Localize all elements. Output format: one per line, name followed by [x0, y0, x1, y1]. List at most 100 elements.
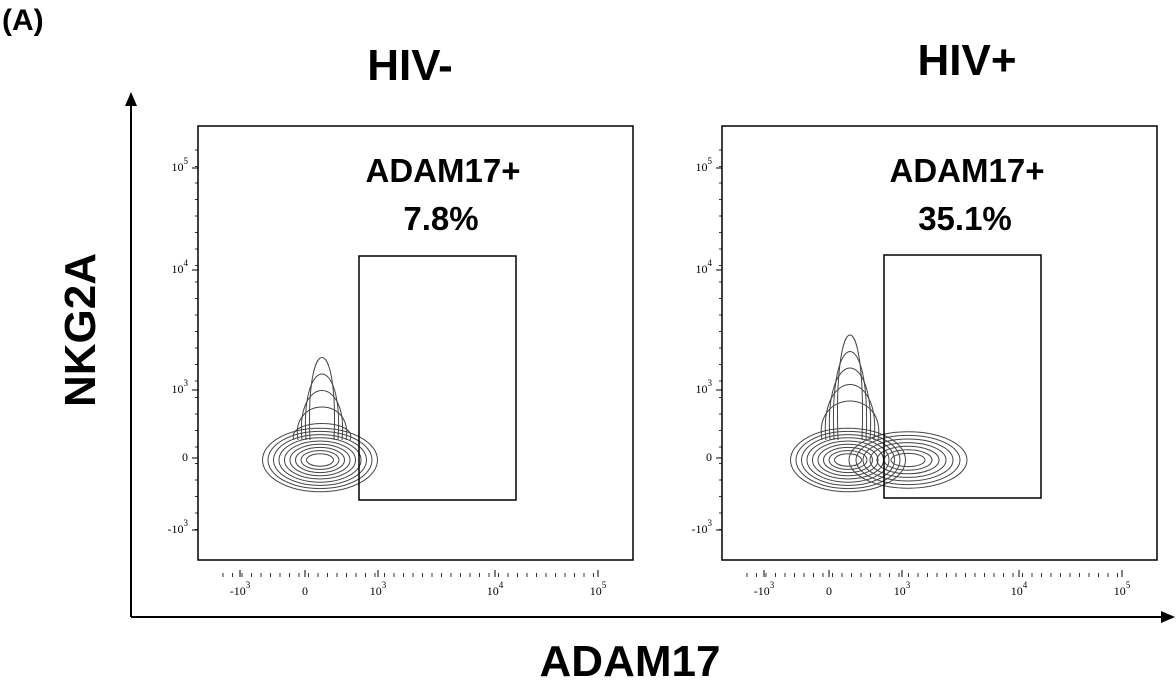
tick-base: 10 [696, 262, 708, 276]
contours [790, 334, 968, 493]
x-axis-title: ADAM17 [540, 637, 721, 682]
contour [306, 453, 334, 467]
contour [824, 384, 876, 441]
y-arrow-head [125, 92, 137, 106]
tick-base: -10 [692, 522, 708, 536]
plot-frame [721, 125, 1158, 561]
tick-label: 104 [172, 258, 189, 276]
contour [262, 427, 378, 493]
contour [296, 406, 348, 441]
contour [289, 443, 351, 477]
contour [267, 430, 373, 490]
panel-title: HIV- [367, 41, 453, 90]
contour [876, 445, 940, 475]
tick-label: 104 [696, 258, 713, 276]
tick-base: 10 [172, 160, 184, 174]
tick-label: 0 [182, 450, 188, 464]
tick-base: 10 [894, 584, 906, 598]
gate-percent: 7.8% [403, 200, 478, 237]
contour [862, 438, 954, 482]
tick-base: -10 [754, 584, 770, 598]
contour [817, 443, 879, 477]
contour [304, 373, 340, 441]
contour [834, 453, 862, 467]
tick-exponent: 4 [184, 258, 189, 268]
tick-exponent: 3 [906, 580, 911, 590]
tick-base: 10 [370, 584, 382, 598]
tick-label: 0 [706, 450, 712, 464]
tick-exponent: 3 [184, 518, 189, 528]
tick-exponent: 4 [1023, 580, 1028, 590]
tick-exponent: 3 [382, 580, 387, 590]
tick-base: 10 [696, 160, 708, 174]
tick-base: 10 [590, 584, 602, 598]
contour [848, 431, 968, 489]
contour [832, 351, 868, 441]
tick-exponent: 3 [184, 378, 189, 388]
contour [820, 400, 880, 441]
contour [300, 390, 344, 441]
tick-exponent: 4 [708, 258, 713, 268]
tick-base: 10 [172, 262, 184, 276]
tick-exponent: 5 [708, 156, 713, 166]
tick-label: 103 [370, 580, 387, 598]
tick-label: 103 [894, 580, 911, 598]
tick-label: 103 [172, 378, 189, 396]
tick-base: -10 [230, 584, 246, 598]
tick-exponent: 4 [499, 580, 504, 590]
tick-label: 103 [696, 378, 713, 396]
tick-label: 0 [302, 584, 308, 598]
contour [837, 334, 863, 441]
tick-label: 105 [172, 156, 189, 174]
panel-title: HIV+ [917, 36, 1016, 85]
tick-label: 0 [826, 584, 832, 598]
contour [284, 440, 356, 480]
contour [806, 437, 890, 483]
y-axis-title: NKG2A [56, 253, 105, 407]
contour [295, 446, 345, 474]
x-arrow-head [1161, 611, 1175, 623]
tick-label: -103 [754, 580, 775, 598]
tick-base: 10 [487, 584, 499, 598]
tick-exponent: 5 [602, 580, 607, 590]
contour [273, 434, 367, 486]
contour [309, 357, 335, 441]
tick-label: -103 [692, 518, 713, 536]
tick-exponent: 3 [246, 580, 251, 590]
gate [883, 254, 1042, 499]
tick-label: 104 [1011, 580, 1028, 598]
tick-exponent: 3 [770, 580, 775, 590]
tick-base: 10 [696, 382, 708, 396]
contour [828, 450, 868, 470]
plot-frame [197, 125, 634, 561]
tick-exponent: 5 [1126, 580, 1131, 590]
tick-label: 104 [487, 580, 504, 598]
contour [278, 437, 362, 483]
contour [869, 442, 947, 478]
tick-base: 10 [172, 382, 184, 396]
tick-base: 10 [1114, 584, 1126, 598]
contour [292, 423, 352, 441]
tick-exponent: 5 [184, 156, 189, 166]
contour [795, 430, 901, 490]
tick-label: -103 [168, 518, 189, 536]
tick-label: 105 [1114, 580, 1131, 598]
contour [823, 446, 873, 474]
tick-label: -103 [230, 580, 251, 598]
gate-percent: 35.1% [918, 200, 1012, 237]
tick-exponent: 3 [708, 518, 713, 528]
contours [262, 357, 378, 493]
tick-label: 105 [590, 580, 607, 598]
gate-label: ADAM17+ [366, 152, 521, 189]
contour [890, 452, 926, 468]
contour [855, 434, 961, 486]
tick-label: 105 [696, 156, 713, 174]
contour [790, 427, 906, 493]
tick-base: 10 [1011, 584, 1023, 598]
contour [300, 450, 340, 470]
contour [801, 434, 895, 486]
tick-base: -10 [168, 522, 184, 536]
figure-label: (A) [2, 4, 44, 37]
